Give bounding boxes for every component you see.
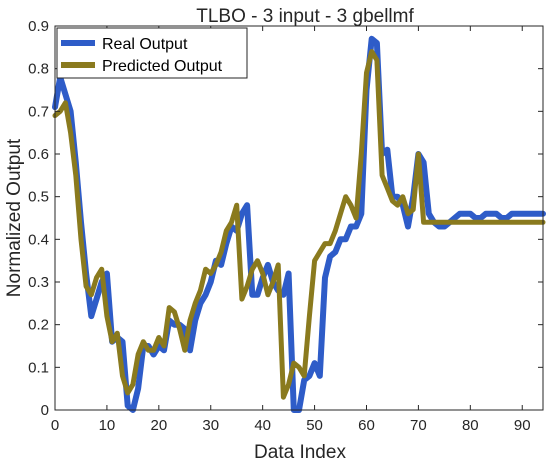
legend-label: Predicted Output	[102, 58, 223, 75]
legend-box	[56, 27, 248, 79]
x-tick-label: 0	[51, 417, 59, 434]
chart-title: TLBO - 3 input - 3 gbellmf	[196, 6, 414, 27]
y-tick-label: 0.8	[28, 61, 49, 78]
y-tick-label: 0.4	[28, 231, 49, 248]
x-axis-label: Data Index	[254, 442, 346, 463]
y-axis-label: Normalized Output	[4, 138, 25, 297]
x-tick-label: 40	[254, 417, 271, 434]
y-tick-label: 0.7	[28, 103, 49, 120]
x-tick-label: 60	[358, 417, 375, 434]
legend: Real Output Predicted Output	[56, 27, 248, 79]
x-tick-label: 70	[410, 417, 427, 434]
y-tick-label: 0.1	[28, 359, 49, 376]
x-tick-label: 80	[462, 417, 479, 434]
x-tick-label: 50	[306, 417, 323, 434]
y-tick-label: 0.5	[28, 189, 49, 206]
x-tick-label: 20	[150, 417, 167, 434]
y-tick-label: 0.3	[28, 274, 49, 291]
series-line-predicted-output	[52, 49, 546, 400]
y-tick-label: 0.2	[28, 317, 49, 334]
x-tick-label: 90	[514, 417, 531, 434]
y-tick-label: 0	[41, 402, 49, 419]
x-tick-label: 30	[202, 417, 219, 434]
y-tick-label: 0.6	[28, 146, 49, 163]
axes: 0 10 20 30 40 50 60 70 80 90 0 0.1 0.2 0.3 0.4 0.5 0.6 0.…	[28, 18, 544, 434]
legend-label: Real Output	[102, 36, 188, 53]
x-tick-label: 10	[99, 417, 116, 434]
axes-box	[54, 25, 544, 411]
y-tick-label: 0.9	[28, 18, 49, 35]
